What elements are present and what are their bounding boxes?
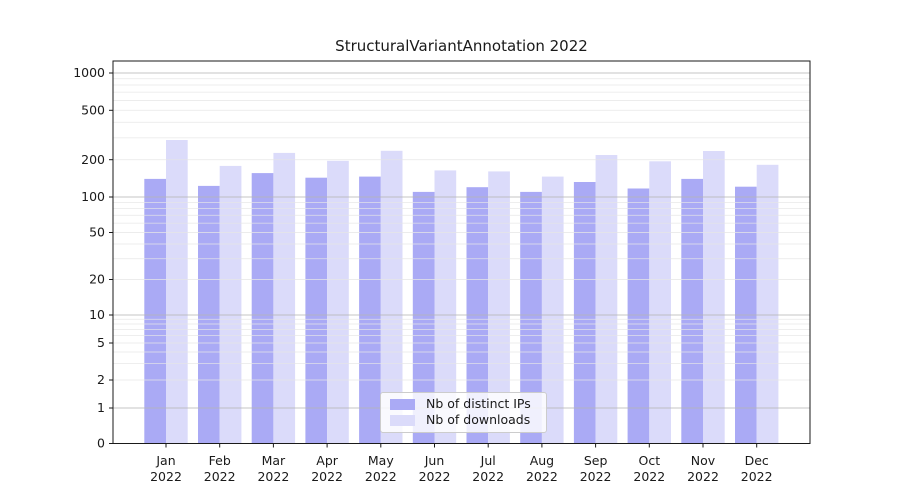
x-tick-label: May 2022: [365, 453, 397, 484]
bar-jul-downloads: [488, 171, 510, 444]
y-tick-label: 20: [89, 272, 105, 287]
x-tick-label: Apr 2022: [311, 453, 343, 484]
bar-sep-ips: [573, 182, 596, 444]
chart-title: StructuralVariantAnnotation 2022: [335, 37, 588, 55]
bars-distinct-ips: [144, 173, 757, 444]
bar-sep-downloads: [595, 155, 618, 444]
legend-row-downloads: Nb of downloads: [390, 414, 537, 427]
x-tick-label: Oct 2022: [633, 453, 665, 484]
bar-dec-downloads: [756, 164, 779, 444]
x-tick-label: Jun 2022: [419, 453, 451, 484]
y-tick-label: 5: [97, 335, 105, 350]
y-axis: 0 1 2 5 10 20 50 100 200 500 1000: [73, 65, 113, 451]
x-tick-label: Nov 2022: [687, 453, 719, 484]
y-tick-label: 0: [97, 436, 105, 451]
x-tick-label: Dec 2022: [741, 453, 773, 484]
x-axis: Jan 2022 Feb 2022 Mar 2022 Apr 2022 May 2022 Jun 20…: [150, 443, 773, 484]
x-tick-label: Feb 2022: [204, 453, 236, 484]
bar-mar-ips: [251, 173, 274, 444]
bar-feb-downloads: [219, 165, 242, 444]
bar-nov-ips: [681, 178, 703, 444]
y-tick-label: 10: [89, 307, 105, 322]
bar-jun-downloads: [434, 170, 457, 444]
y-tick-label: 1: [97, 400, 105, 415]
bar-may-downloads: [380, 150, 403, 444]
y-tick-label: 100: [81, 189, 105, 204]
bar-jan-downloads: [166, 140, 188, 444]
legend-swatch-downloads: [390, 414, 415, 426]
bar-aug-ips: [520, 191, 542, 444]
legend-swatch-distinct-ips: [390, 399, 415, 411]
bar-oct-downloads: [649, 161, 671, 444]
bar-apr-ips: [305, 177, 328, 444]
x-tick-label: Jan 2022: [150, 453, 182, 484]
bars-downloads: [166, 140, 779, 444]
plot-border: [112, 60, 811, 444]
bar-aug-downloads: [541, 176, 564, 444]
x-tick-label: Aug 2022: [526, 453, 558, 484]
x-tick-label: Sep 2022: [580, 453, 612, 484]
y-tick-label: 200: [81, 152, 105, 167]
minor-gridlines: [113, 78, 810, 381]
legend-label-distinct-ips: Nb of distinct IPs: [426, 396, 531, 412]
bar-mar-downloads: [273, 152, 296, 444]
legend: Nb of distinct IPs Nb of downloads: [380, 392, 547, 433]
bar-nov-downloads: [703, 151, 725, 444]
y-tick-label: 2: [97, 372, 105, 387]
y-tick-label: 1000: [73, 65, 105, 80]
bar-oct-ips: [627, 188, 650, 444]
x-tick-label: Jul 2022: [472, 453, 504, 484]
bar-jan-ips: [144, 178, 166, 444]
legend-label-downloads: Nb of downloads: [426, 412, 531, 428]
bar-apr-downloads: [327, 160, 349, 444]
bar-may-ips: [359, 176, 381, 444]
x-tick-label: Mar 2022: [257, 453, 289, 484]
y-tick-label: 50: [89, 225, 105, 240]
y-tick-label: 500: [81, 103, 105, 118]
bar-jun-ips: [412, 191, 435, 444]
legend-row-distinct-ips: Nb of distinct IPs: [390, 398, 537, 411]
